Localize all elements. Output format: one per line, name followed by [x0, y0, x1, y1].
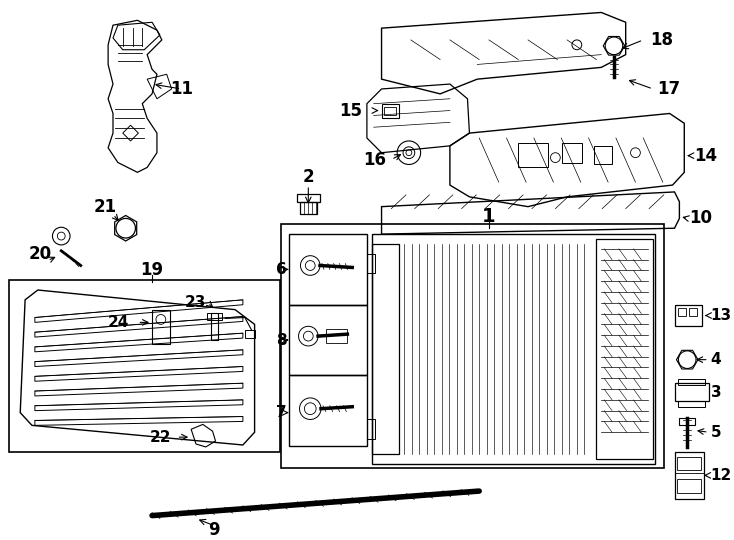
- Bar: [299, 202, 317, 213]
- Bar: [595, 146, 612, 164]
- Text: 17: 17: [657, 80, 680, 98]
- Bar: [689, 308, 697, 315]
- Text: 24: 24: [108, 315, 130, 330]
- Text: 16: 16: [363, 151, 386, 168]
- Text: 1: 1: [482, 207, 495, 226]
- Text: 13: 13: [711, 308, 732, 323]
- Bar: [207, 313, 222, 320]
- Bar: [677, 457, 701, 470]
- Text: 5: 5: [711, 425, 722, 440]
- Text: 3: 3: [711, 384, 722, 400]
- Bar: [297, 194, 320, 202]
- Text: 4: 4: [711, 352, 722, 367]
- Bar: [9, 280, 280, 452]
- Bar: [367, 254, 375, 273]
- Text: 20: 20: [28, 245, 51, 263]
- Bar: [152, 309, 170, 344]
- Bar: [288, 234, 367, 305]
- Text: 10: 10: [689, 210, 712, 227]
- Text: 8: 8: [276, 333, 287, 348]
- Text: 23: 23: [184, 295, 206, 310]
- Bar: [372, 244, 399, 454]
- Bar: [245, 330, 255, 338]
- Bar: [288, 375, 367, 446]
- Text: 21: 21: [94, 198, 117, 215]
- Bar: [385, 106, 396, 116]
- Bar: [675, 452, 704, 499]
- Bar: [382, 104, 399, 118]
- Bar: [518, 143, 548, 167]
- Bar: [675, 305, 702, 326]
- Bar: [675, 383, 709, 401]
- Bar: [281, 224, 664, 468]
- Bar: [678, 308, 686, 315]
- Text: 11: 11: [170, 80, 193, 98]
- Text: 14: 14: [694, 147, 717, 165]
- Bar: [211, 313, 219, 340]
- Bar: [562, 143, 582, 163]
- Text: 2: 2: [302, 168, 314, 186]
- Text: 18: 18: [650, 31, 673, 49]
- Text: 12: 12: [711, 468, 732, 483]
- Text: 7: 7: [276, 405, 287, 420]
- Text: 22: 22: [150, 430, 172, 444]
- Bar: [326, 329, 347, 343]
- Bar: [597, 239, 653, 458]
- Bar: [678, 401, 705, 407]
- Bar: [678, 379, 705, 385]
- Text: 9: 9: [208, 521, 219, 539]
- Bar: [677, 480, 701, 493]
- Bar: [288, 305, 367, 375]
- Text: 19: 19: [140, 261, 164, 279]
- Bar: [372, 234, 655, 464]
- Text: 15: 15: [339, 102, 362, 119]
- Text: 6: 6: [276, 262, 287, 277]
- Bar: [367, 420, 375, 439]
- Bar: [680, 417, 695, 426]
